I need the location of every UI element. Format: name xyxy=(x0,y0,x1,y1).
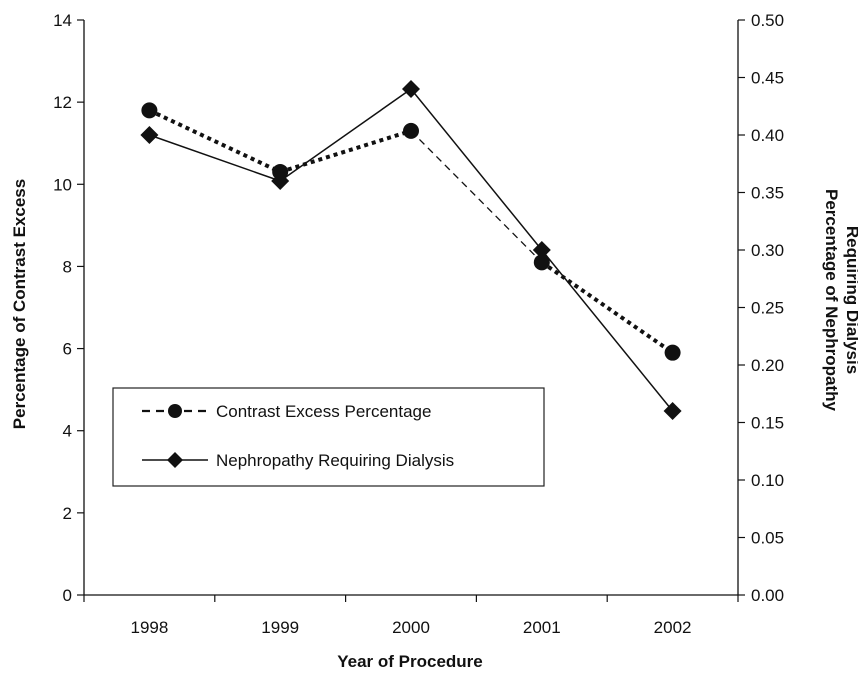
series-nephropathy xyxy=(140,80,682,420)
data-point-diamond xyxy=(532,241,551,259)
data-point-circle xyxy=(272,163,289,180)
data-point-diamond xyxy=(663,402,682,420)
y-right-tick-label: 0.20 xyxy=(751,356,784,375)
legend-label-nephropathy: Nephropathy Requiring Dialysis xyxy=(216,451,454,470)
x-tick-label: 1999 xyxy=(261,618,299,637)
y-left-tick-label: 12 xyxy=(53,93,72,112)
y-left-tick-label: 14 xyxy=(53,11,72,30)
y-left-tick-label: 0 xyxy=(63,586,72,605)
series-segment xyxy=(148,108,282,174)
y-axis-right-title-line2: Requiring Dialysis xyxy=(843,226,858,374)
y-axis-right-title-line1: Percentage of Nephropathy xyxy=(822,189,841,412)
series-segment xyxy=(279,128,412,174)
series-segment xyxy=(541,249,674,412)
y-right-tick-label: 0.50 xyxy=(751,11,784,30)
y-left-tick-label: 8 xyxy=(63,257,72,276)
ticks: 0 2 4 6 8 10 12 14 0.00 0.05 0.10 0.15 0.20 0.25 0.30 0… xyxy=(53,11,784,637)
series-segment xyxy=(410,130,543,263)
y-left-tick-label: 4 xyxy=(63,422,72,441)
y-right-tick-label: 0.45 xyxy=(751,69,784,88)
legend: Contrast Excess Percentage Nephropathy R… xyxy=(112,387,545,487)
data-point-circle xyxy=(141,102,158,119)
x-tick-label: 1998 xyxy=(130,618,168,637)
y-right-tick-label: 0.35 xyxy=(751,184,784,203)
y-axis-left-title: Percentage of Contrast Excess xyxy=(10,179,29,429)
y-right-tick-label: 0.15 xyxy=(751,414,784,433)
data-point-diamond xyxy=(140,126,159,144)
series-segment xyxy=(279,88,412,182)
legend-box xyxy=(112,387,545,487)
y-right-tick-label: 0.05 xyxy=(751,529,784,548)
data-point-circle xyxy=(533,254,550,271)
data-point-circle xyxy=(664,344,681,361)
axes xyxy=(83,20,739,596)
y-right-tick-label: 0.40 xyxy=(751,126,784,145)
y-right-tick-label: 0.10 xyxy=(751,471,784,490)
y-right-tick-label: 0.30 xyxy=(751,241,784,260)
legend-label-contrast: Contrast Excess Percentage xyxy=(216,402,431,421)
series-segment xyxy=(410,88,543,251)
y-right-tick-label: 0.00 xyxy=(751,586,784,605)
y-left-tick-label: 6 xyxy=(63,340,72,359)
legend-marker-diamond xyxy=(167,452,183,468)
legend-marker-circle xyxy=(168,404,182,418)
data-point-circle xyxy=(403,122,419,139)
x-tick-label: 2001 xyxy=(523,618,561,637)
series-segment xyxy=(149,134,281,182)
data-point-diamond xyxy=(402,80,420,98)
y-left-tick-label: 2 xyxy=(63,504,72,523)
data-point-diamond xyxy=(271,172,290,190)
x-axis-title: Year of Procedure xyxy=(337,652,483,671)
series xyxy=(140,80,682,420)
x-tick-label: 2000 xyxy=(392,618,430,637)
y-right-tick-label: 0.25 xyxy=(751,299,784,318)
series-segment xyxy=(540,260,674,355)
x-tick-label: 2002 xyxy=(654,618,692,637)
y-left-tick-label: 10 xyxy=(53,175,72,194)
